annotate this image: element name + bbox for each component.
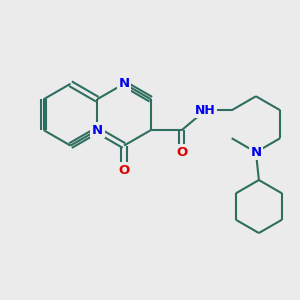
Text: O: O bbox=[176, 146, 188, 159]
Text: NH: NH bbox=[195, 104, 216, 117]
Text: N: N bbox=[118, 77, 130, 90]
Text: N: N bbox=[92, 124, 103, 136]
Text: O: O bbox=[118, 164, 130, 177]
Text: N: N bbox=[250, 146, 262, 159]
